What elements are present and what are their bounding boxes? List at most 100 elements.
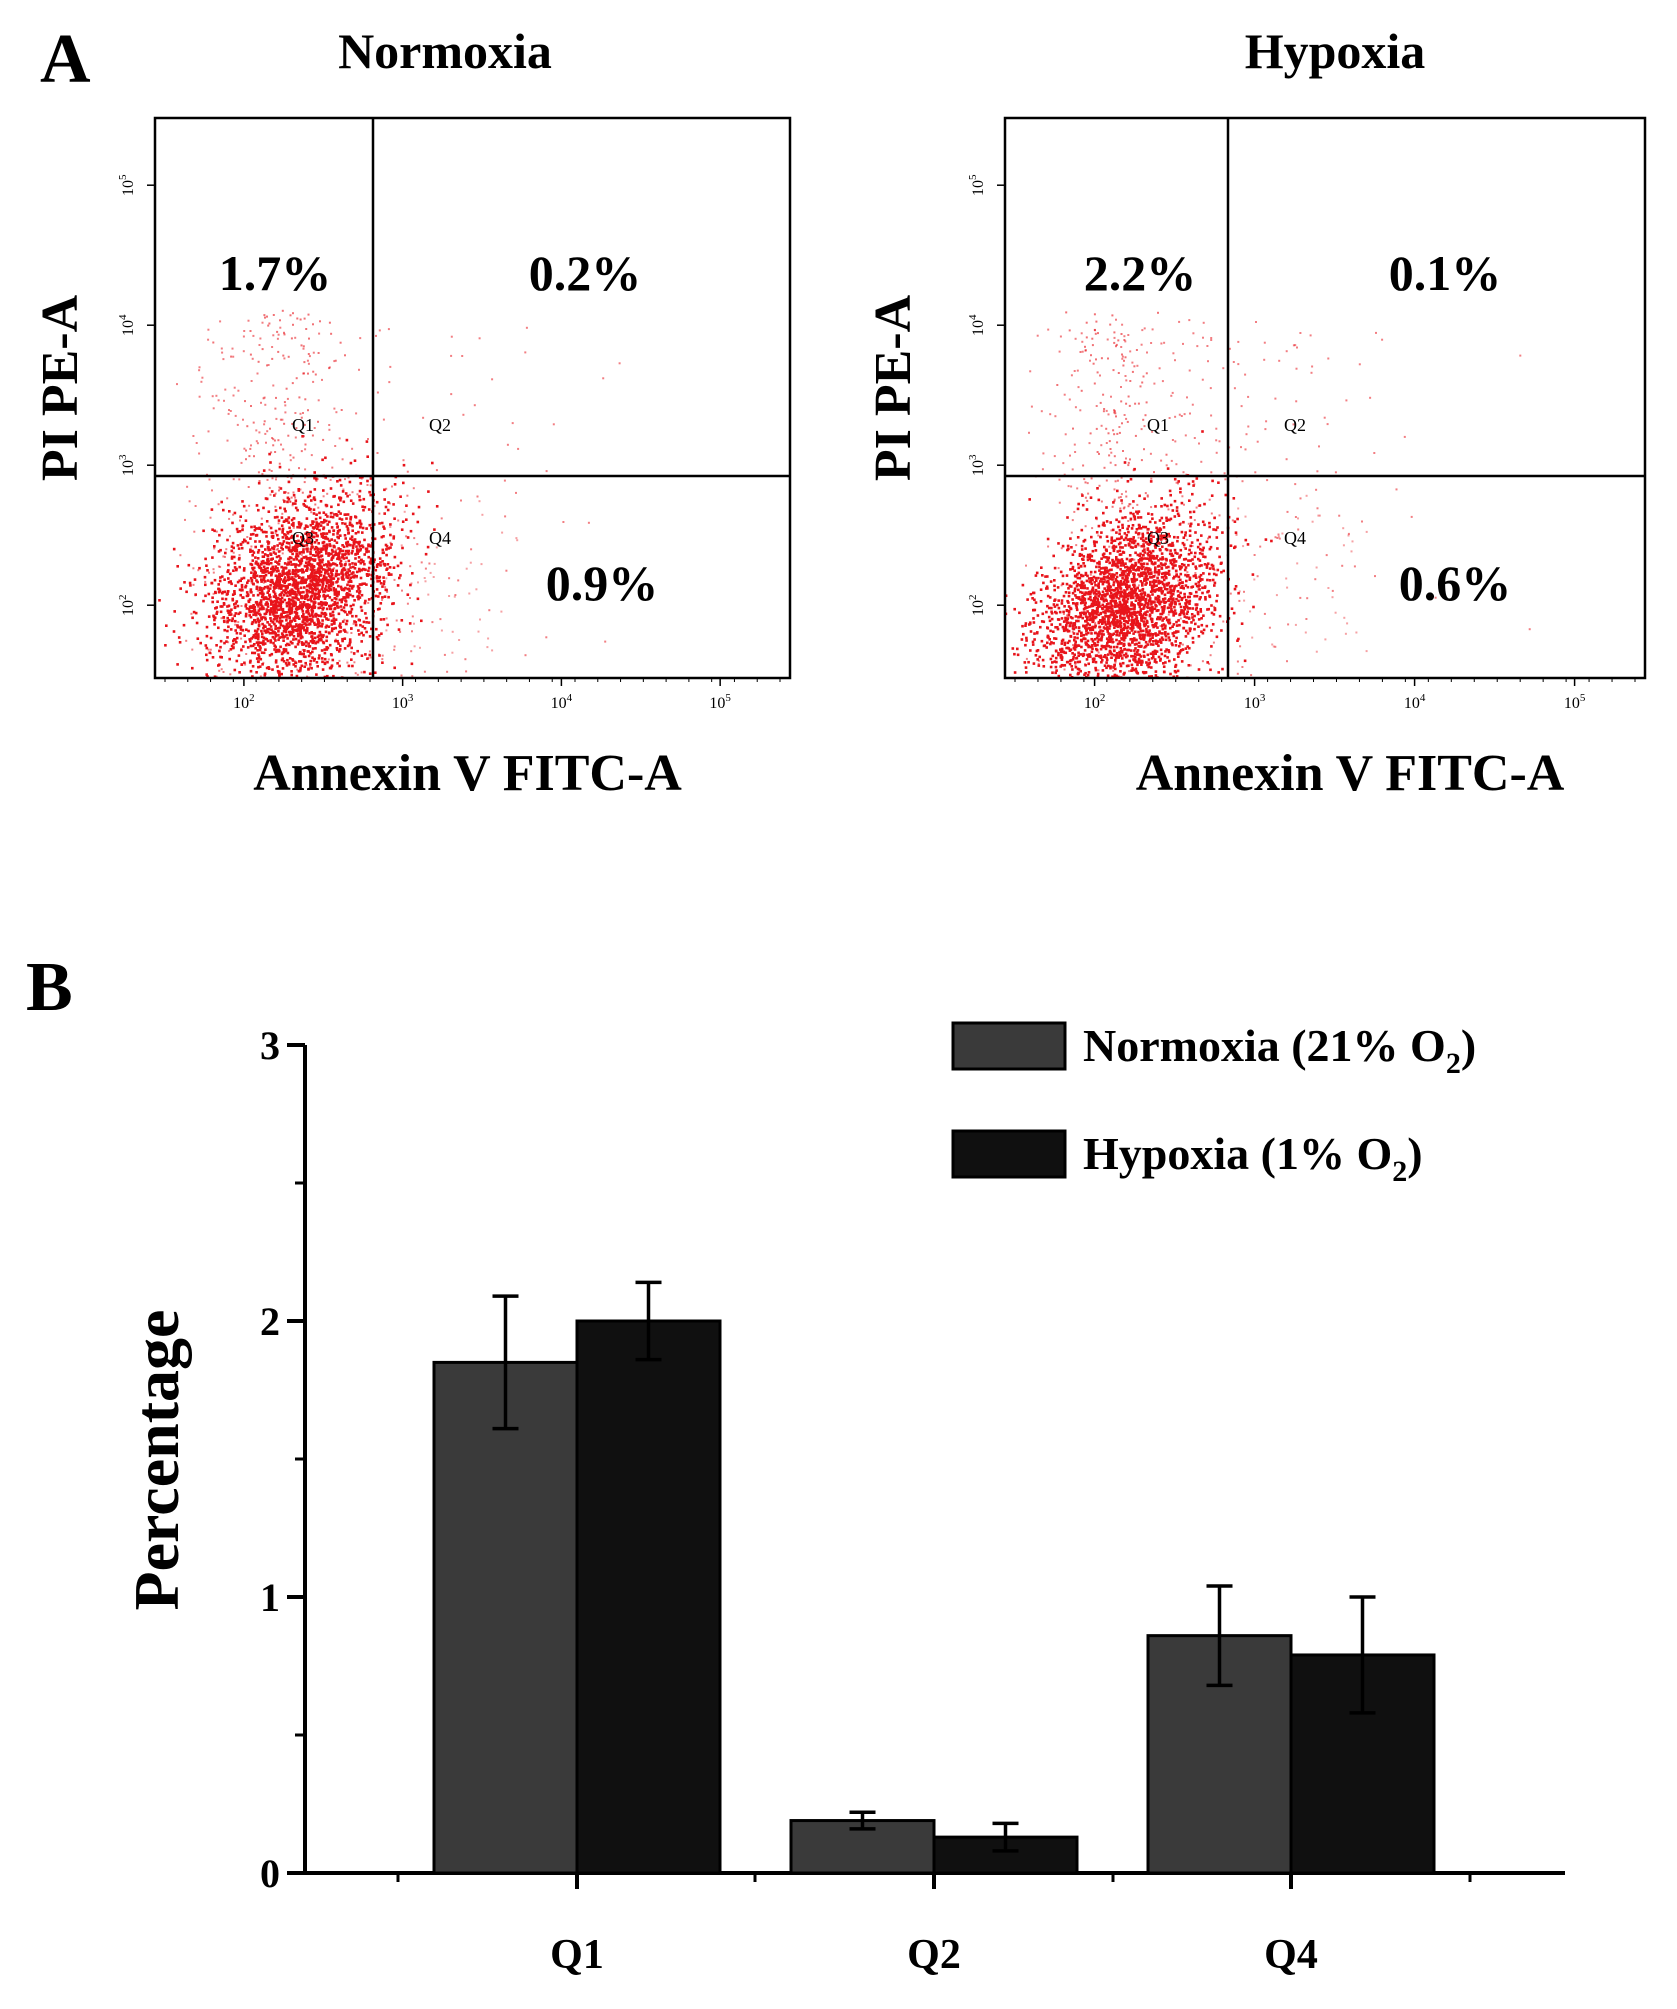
event-dot — [1107, 644, 1110, 648]
event-dot — [240, 605, 243, 607]
event-dot — [1134, 667, 1138, 671]
event-dot — [240, 663, 243, 666]
event-dot — [339, 605, 343, 608]
event-dot — [335, 597, 338, 601]
event-dot — [1124, 604, 1127, 607]
event-dot — [1100, 660, 1103, 664]
event-dot — [1154, 634, 1158, 637]
event-dot — [333, 597, 337, 600]
event-dot — [1135, 592, 1139, 596]
event-dot — [288, 549, 292, 553]
event-dot — [278, 527, 281, 531]
event-dot — [207, 338, 210, 341]
event-dot — [1185, 601, 1189, 604]
event-dot — [1024, 622, 1028, 625]
event-dot — [1158, 617, 1162, 621]
event-dot — [288, 583, 292, 586]
event-dot — [1057, 674, 1061, 678]
event-dot — [1027, 704, 1030, 707]
event-dot — [283, 333, 286, 336]
event-dot — [291, 659, 295, 662]
event-dot — [210, 581, 213, 585]
event-dot — [204, 580, 207, 583]
event-dot — [1078, 701, 1081, 704]
event-dot — [1125, 611, 1129, 615]
event-dot — [311, 640, 314, 643]
event-dot — [266, 605, 270, 608]
event-dot — [290, 606, 294, 610]
event-dot — [339, 484, 343, 487]
event-dot — [363, 538, 366, 542]
event-dot — [1191, 616, 1194, 619]
event-dot — [225, 640, 228, 643]
event-dot — [267, 324, 270, 327]
event-dot — [235, 631, 239, 635]
y-tick-label: 102 — [117, 594, 137, 616]
event-dot — [275, 598, 279, 602]
event-dot — [238, 478, 241, 481]
event-dot — [358, 476, 362, 479]
event-dot — [316, 618, 320, 622]
event-dot — [318, 561, 322, 564]
event-dot — [322, 511, 326, 514]
event-dot — [295, 548, 298, 552]
event-dot — [1091, 657, 1095, 661]
event-dot — [389, 533, 392, 537]
event-dot — [332, 586, 336, 590]
event-dot — [349, 576, 353, 580]
event-dot — [1166, 704, 1169, 707]
event-dot — [354, 563, 357, 566]
event-dot — [257, 549, 261, 552]
event-dot — [321, 585, 324, 589]
event-dot — [1176, 669, 1180, 673]
event-dot — [236, 625, 240, 629]
event-dot — [1175, 574, 1178, 578]
event-dot — [1187, 552, 1191, 556]
event-dot — [383, 563, 387, 566]
event-dot — [1038, 655, 1041, 659]
event-dot — [1105, 658, 1109, 662]
event-dot — [1140, 564, 1144, 568]
event-dot — [271, 600, 274, 603]
event-dot — [235, 636, 239, 640]
event-dot — [217, 399, 220, 402]
event-dot — [233, 561, 237, 565]
event-dot — [322, 489, 325, 492]
event-dot — [299, 634, 302, 637]
event-dot — [1082, 624, 1085, 628]
event-dot — [185, 639, 188, 642]
event-dot — [1146, 625, 1150, 628]
event-dot — [241, 628, 244, 632]
event-dot — [241, 528, 244, 532]
event-dot — [1124, 562, 1127, 565]
event-dot — [245, 653, 248, 655]
event-dot — [1089, 592, 1092, 596]
event-dot — [333, 545, 336, 549]
event-dot — [343, 568, 346, 572]
event-dot — [360, 671, 363, 674]
event-dot — [1171, 566, 1175, 570]
event-dot — [1103, 620, 1106, 623]
event-dot — [324, 513, 328, 516]
event-dot — [265, 562, 269, 566]
event-dot — [274, 602, 277, 605]
event-dot — [1182, 536, 1186, 539]
event-dot — [361, 544, 364, 547]
event-dot — [1013, 671, 1017, 674]
event-dot — [239, 632, 242, 635]
event-dot — [302, 548, 305, 551]
event-dot — [349, 461, 353, 465]
event-dot — [258, 588, 262, 592]
event-dot — [1041, 612, 1045, 616]
event-dot — [1060, 642, 1064, 645]
event-dot — [1164, 650, 1167, 653]
event-dot — [1101, 603, 1105, 607]
event-dot — [248, 610, 251, 614]
event-dot — [317, 567, 320, 571]
event-dot — [1089, 628, 1092, 631]
event-dot — [1109, 521, 1112, 524]
event-dot — [227, 581, 231, 584]
event-dot — [301, 694, 304, 697]
event-dot — [416, 520, 420, 524]
event-dot — [346, 576, 350, 580]
